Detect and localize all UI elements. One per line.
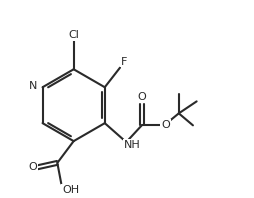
Text: O: O: [137, 92, 146, 102]
Text: O: O: [28, 162, 37, 172]
Text: O: O: [161, 120, 170, 130]
Text: Cl: Cl: [68, 30, 79, 40]
Text: OH: OH: [62, 185, 80, 195]
Text: N: N: [29, 81, 37, 91]
Text: NH: NH: [124, 140, 141, 150]
Text: F: F: [121, 57, 127, 67]
